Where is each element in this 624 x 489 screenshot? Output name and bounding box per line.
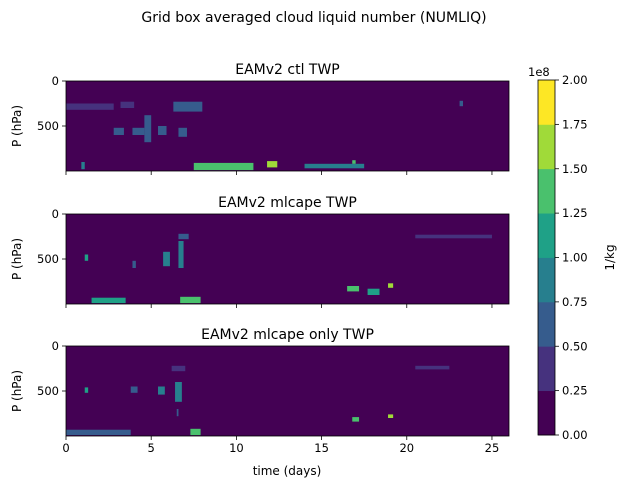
data-cell [132, 260, 136, 268]
data-cell [388, 283, 394, 288]
data-cell [352, 160, 356, 164]
data-cell [158, 126, 167, 135]
x-tick-label: 0 [62, 441, 69, 455]
data-cell [171, 365, 186, 372]
colorbar-segment [538, 213, 555, 258]
y-tick-label: 500 [37, 252, 59, 266]
data-cell [130, 386, 138, 393]
data-cell [66, 429, 131, 436]
panel-1: EAMv2 ctl TWP P (hPa) 0 500 [10, 62, 510, 175]
data-cell [113, 127, 124, 135]
data-cell [352, 417, 360, 422]
x-tick-label: 25 [485, 441, 500, 455]
colorbar-multiplier: 1e8 [528, 65, 550, 79]
colorbar-segment [538, 257, 555, 303]
colorbar-tick-label: 0.75 [562, 295, 588, 309]
panel-title: EAMv2 mlcape only TWP [201, 327, 374, 343]
data-cell [178, 241, 184, 268]
data-cell [163, 251, 170, 267]
panel-background [66, 214, 509, 304]
colorbar-tick-label: 0.25 [562, 384, 588, 398]
colorbar-tick-label: 1.25 [562, 206, 588, 220]
figure-title: Grid box averaged cloud liquid number (N… [141, 10, 486, 26]
data-cell [267, 161, 278, 168]
data-cell [84, 387, 89, 393]
data-cell [132, 127, 145, 135]
data-cell [81, 162, 85, 170]
data-cell [180, 296, 201, 304]
colorbar-segment [538, 346, 555, 392]
y-axis-label: P (hPa) [10, 370, 24, 412]
panel-title: EAMv2 ctl TWP [235, 62, 340, 78]
panel-background [66, 81, 509, 171]
panel-background [66, 346, 509, 436]
colorbar-tick-label: 1.00 [562, 251, 588, 265]
y-tick-label: 0 [52, 74, 59, 88]
data-cell [415, 234, 492, 239]
data-cell [367, 288, 380, 295]
y-tick-label: 0 [52, 339, 59, 353]
colorbar-label: 1/kg [603, 244, 617, 270]
x-axis-label: time (days) [253, 464, 322, 478]
data-cell [120, 101, 135, 108]
colorbar-segment [538, 301, 555, 347]
data-cell [144, 115, 152, 143]
data-cell [178, 127, 187, 137]
colorbar: 0.00 0.25 0.50 0.75 1.00 1.25 1.50 1.75 2.00 1e8 1… [528, 65, 617, 442]
panel-2: EAMv2 mlcape TWP P (hPa) 0 500 [10, 195, 510, 308]
data-cell [304, 163, 365, 169]
x-tick-label: 20 [399, 441, 414, 455]
data-cell [175, 382, 182, 402]
data-cell [178, 233, 189, 240]
y-tick-label: 500 [37, 384, 59, 398]
data-cell [66, 103, 114, 110]
y-tick-label: 500 [37, 119, 59, 133]
colorbar-segment [538, 168, 555, 214]
data-cell [176, 409, 179, 417]
colorbar-tick-label: 0.50 [562, 339, 588, 353]
y-tick-label: 0 [52, 207, 59, 221]
colorbar-tick-label: 1.75 [562, 117, 588, 131]
data-cell [459, 100, 463, 107]
colorbar-segment [538, 80, 555, 125]
x-tick-label: 15 [314, 441, 329, 455]
x-tick-label: 5 [148, 441, 155, 455]
data-cell [158, 386, 165, 395]
colorbar-tick-label: 1.50 [562, 162, 588, 176]
data-cell [173, 101, 203, 112]
data-cell [388, 414, 394, 418]
colorbar-segment [538, 124, 555, 170]
data-cell [415, 365, 450, 370]
panel-title: EAMv2 mlcape TWP [218, 195, 357, 211]
colorbar-segment [538, 390, 555, 436]
x-tick-label: 10 [229, 441, 244, 455]
data-cell [91, 297, 126, 304]
colorbar-tick-label: 2.00 [562, 73, 588, 87]
y-axis-label: P (hPa) [10, 238, 24, 280]
colorbar-tick-label: 0.00 [562, 428, 588, 442]
data-cell [190, 428, 201, 436]
data-cell [84, 254, 89, 261]
data-cell [193, 162, 254, 171]
panel-3: EAMv2 mlcape only TWP P (hPa) 0 500 0 5 10 15 20… [10, 327, 510, 455]
y-axis-label: P (hPa) [10, 105, 24, 147]
data-cell [347, 286, 360, 292]
